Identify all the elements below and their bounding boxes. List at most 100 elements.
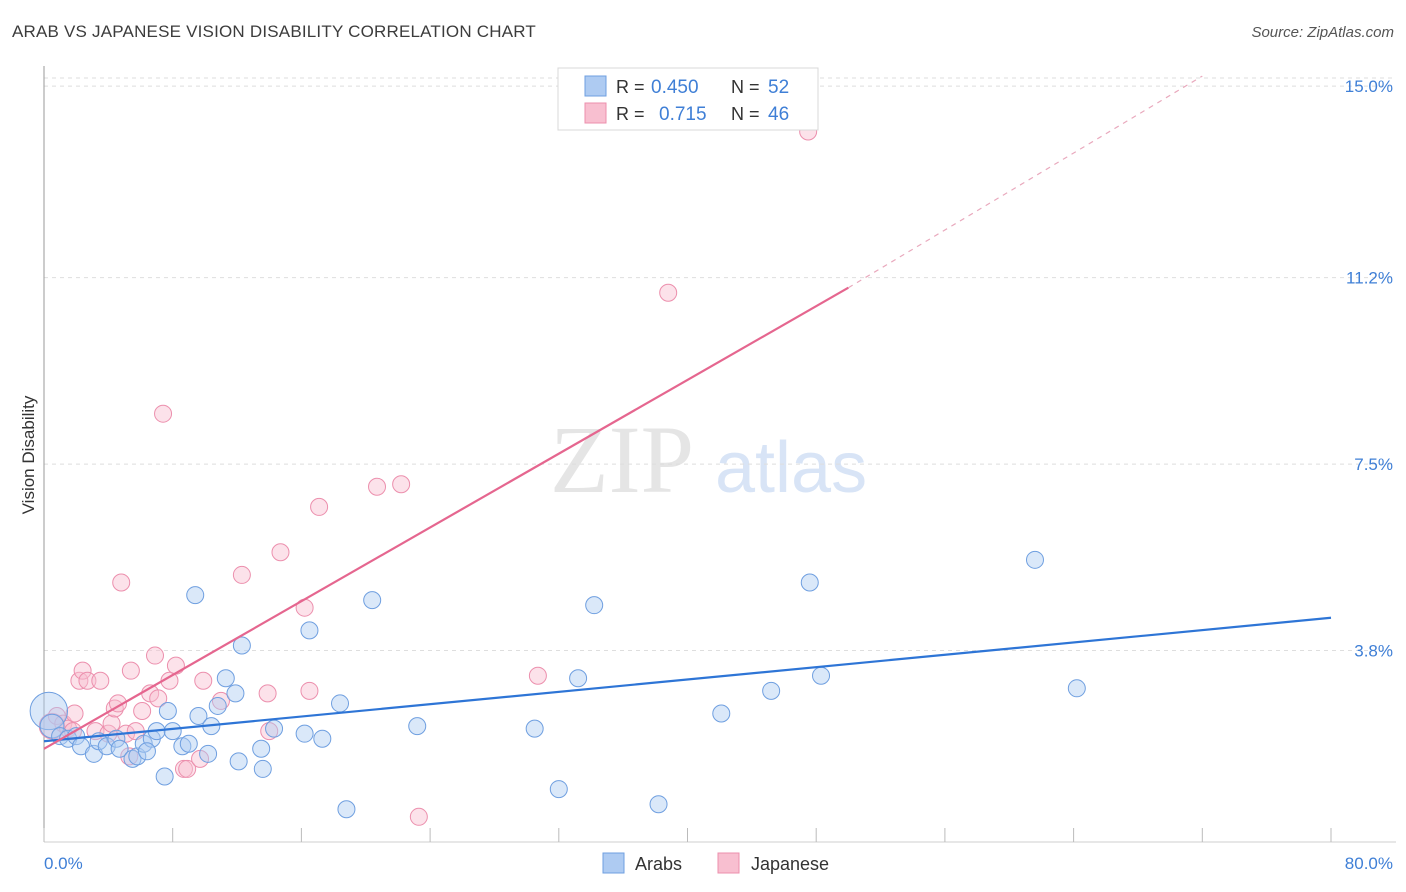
- x-tick-label-max: 80.0%: [1345, 854, 1393, 873]
- arabs-point-41: [525, 719, 544, 738]
- arabs-point-42: [549, 780, 568, 799]
- japanese-point-28: [178, 759, 197, 778]
- y-tick-labels: 3.8% 7.5% 11.2% 15.0%: [1345, 77, 1393, 660]
- arabs-point-30: [229, 752, 248, 771]
- arabs-point-10: [110, 739, 129, 758]
- arabs-point-31: [252, 739, 271, 758]
- japanese-point-23: [149, 689, 168, 708]
- legend-r-value-arabs: 0.450: [651, 77, 699, 98]
- arabs-point-0: [29, 691, 69, 731]
- watermark-atlas: atlas: [715, 428, 867, 508]
- arabs-point-40: [408, 717, 427, 736]
- arabs-point-27: [216, 669, 235, 688]
- arabs-point-26: [208, 696, 227, 715]
- bottom-legend-swatch-arabs: [602, 852, 625, 874]
- japanese-point-33: [258, 684, 277, 703]
- legend-swatch-arabs: [584, 75, 607, 97]
- trend-lines: [43, 75, 1332, 750]
- japanese-point-35: [271, 543, 290, 562]
- legend-swatch-japanese: [584, 102, 607, 124]
- y-tick-label-0: 3.8%: [1354, 642, 1393, 661]
- arabs-point-28: [226, 684, 245, 703]
- japanese-point-18: [121, 661, 140, 680]
- arabs-point-18: [158, 701, 177, 720]
- arabs-point-35: [300, 621, 319, 640]
- japanese-point-30: [194, 671, 213, 690]
- arabs-point-15: [137, 742, 156, 761]
- arabs-point-45: [649, 795, 668, 814]
- y-axis-label: Vision Disability: [19, 395, 38, 514]
- japanese-point-5: [65, 704, 84, 723]
- legend-n-value-japanese: 46: [768, 104, 789, 125]
- japanese-point-8: [78, 671, 97, 690]
- japanese-point-32: [232, 565, 251, 584]
- japanese-point-24: [154, 404, 173, 423]
- japanese-point-31: [211, 691, 230, 710]
- japanese-point-22: [146, 646, 165, 665]
- arabs-point-24: [199, 744, 218, 763]
- legend-n-label-japanese: N =: [731, 104, 760, 124]
- japanese-point-38: [310, 497, 329, 516]
- legend-n-label-arabs: N =: [731, 77, 760, 97]
- y-tick-label-2: 11.2%: [1346, 269, 1393, 288]
- trend-line-japanese-extension: [848, 75, 1203, 289]
- japanese-point-43: [659, 283, 678, 302]
- japanese-point-10: [91, 671, 110, 690]
- japanese-point-7: [73, 661, 92, 680]
- watermark-zip: ZIP: [550, 406, 694, 513]
- arabs-point-39: [363, 591, 382, 610]
- japanese-point-12: [102, 714, 121, 733]
- arabs-point-48: [800, 573, 819, 592]
- arabs-point-38: [337, 800, 356, 819]
- x-axis-ticks: [43, 828, 1332, 842]
- bottom-legend: Arabs Japanese: [602, 852, 829, 874]
- arabs-point-23: [189, 707, 208, 726]
- legend-r-label-arabs: R =: [616, 77, 645, 97]
- source-credit: Source: ZipAtlas.com: [1251, 24, 1394, 41]
- series-arabs-points: [29, 550, 1086, 819]
- legend-n-value-arabs: 52: [768, 77, 789, 98]
- japanese-point-20: [133, 701, 152, 720]
- arabs-point-37: [331, 694, 350, 713]
- arabs-point-49: [812, 666, 831, 685]
- bottom-legend-label-japanese: Japanese: [751, 854, 829, 874]
- arabs-point-11: [123, 749, 142, 768]
- arabs-point-47: [762, 681, 781, 700]
- japanese-point-41: [409, 807, 428, 826]
- trend-line-arabs: [43, 616, 1332, 743]
- arabs-point-50: [1025, 550, 1044, 569]
- japanese-point-15: [112, 573, 131, 592]
- x-tick-label-min: 0.0%: [44, 854, 83, 873]
- y-tick-label-1: 7.5%: [1354, 455, 1393, 474]
- series-japanese-points: [38, 122, 818, 826]
- y-tick-label-3: 15.0%: [1345, 77, 1393, 96]
- gridlines: [44, 77, 1396, 652]
- bottom-legend-label-arabs: Arabs: [635, 854, 682, 874]
- japanese-point-40: [392, 475, 411, 494]
- japanese-point-1: [47, 707, 66, 726]
- japanese-point-42: [528, 666, 547, 685]
- arabs-point-19: [163, 722, 182, 741]
- arabs-point-33: [265, 719, 284, 738]
- trend-line-japanese: [43, 286, 849, 750]
- arabs-point-21: [179, 734, 198, 753]
- legend-r-value-japanese: 0.715: [659, 104, 707, 125]
- arabs-point-51: [1067, 679, 1086, 698]
- japanese-point-34: [260, 722, 279, 741]
- chart-title: ARAB VS JAPANESE VISION DISABILITY CORRE…: [12, 22, 536, 41]
- japanese-point-37: [300, 681, 319, 700]
- japanese-point-26: [166, 656, 185, 675]
- arabs-point-22: [186, 586, 205, 605]
- japanese-point-39: [368, 477, 387, 496]
- arabs-point-43: [569, 669, 588, 688]
- legend: R = 0.450 N = 52 R = 0.715 N = 46: [557, 67, 819, 131]
- arabs-point-36: [313, 729, 332, 748]
- arabs-point-29: [232, 636, 251, 655]
- arabs-point-34: [295, 724, 314, 743]
- arabs-point-44: [585, 596, 604, 615]
- arabs-point-46: [712, 704, 731, 723]
- bottom-legend-swatch-japanese: [717, 852, 740, 874]
- legend-r-label-japanese: R =: [616, 104, 645, 124]
- arabs-point-32: [253, 759, 272, 778]
